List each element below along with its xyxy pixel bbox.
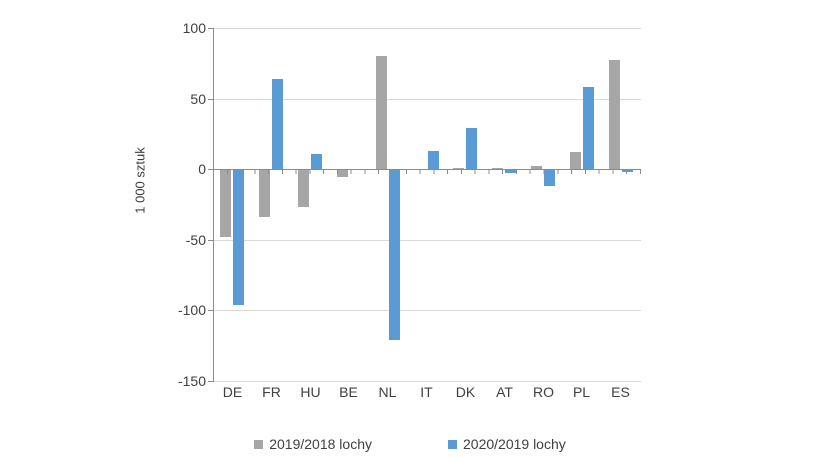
x-tick-label-ES: ES [611,384,630,400]
gridline--50 [213,240,641,241]
y-axis-tick--50 [208,240,213,241]
y-axis-tick-50 [208,99,213,100]
y-tick-label-0: 0 [198,161,206,177]
x-tick-label-DE: DE [222,384,243,400]
bar-RO-series2 [544,169,555,186]
y-axis-tick--150 [208,381,213,382]
x-axis-zero-line [213,169,641,170]
legend-label: 2019/2018 lochy [269,436,372,452]
bar-HU-series2 [311,154,322,170]
x-tick-label-IT: IT [420,384,433,400]
x-tick-label-RO: RO [533,384,554,400]
bar-NL-series1 [376,56,387,169]
y-axis-title: 1 000 sztuk [132,147,148,214]
y-axis-tick-100 [208,28,213,29]
bar-HU-series1 [298,169,309,207]
bar-IT-series2 [428,151,439,169]
x-tick-label-NL: NL [378,384,397,400]
y-tick-label--150: -150 [177,373,206,389]
y-axis-line [213,28,214,382]
x-tick-label-AT: AT [496,384,513,400]
x-tick-label-DK: DK [455,384,476,400]
gridline--100 [213,310,641,311]
bar-AT-series1 [492,168,503,169]
bar-DE-series2 [233,169,244,305]
gridline-50 [213,99,641,100]
y-tick-label--50: -50 [185,232,206,248]
y-tick-label--100: -100 [177,302,206,318]
x-tick-label-BE: BE [339,384,358,400]
legend-swatch-icon [254,439,264,449]
y-tick-label-100: 100 [182,20,206,36]
bar-PL-series2 [583,87,594,169]
chart-legend: 2019/2018 lochy 2020/2019 lochy [0,436,820,452]
bar-FR-series2 [272,79,283,169]
bar-DK-series2 [466,128,477,169]
bar-NL-series2 [389,169,400,340]
legend-swatch-icon [448,439,457,449]
y-tick-label-50: 50 [190,91,206,107]
bar-FR-series1 [259,169,270,217]
bar-DK-series1 [453,168,464,169]
y-axis-tick--100 [208,310,213,311]
bar-ES-series1 [609,60,620,169]
legend-label: 2020/2019 lochy [463,436,566,452]
x-axis-tick-marks [213,170,641,174]
x-tick-label-HU: HU [300,384,321,400]
bar-RO-series1 [531,166,542,169]
bar-DE-series1 [220,169,231,237]
gridline-100 [213,28,641,29]
y-axis-tick-0 [208,169,213,170]
x-tick-label-FR: FR [262,384,281,400]
x-tick-label-PL: PL [572,384,591,400]
bar-PL-series1 [570,152,581,169]
legend-item-1: 2019/2018 lochy [254,436,372,452]
gridline--150 [213,381,641,382]
legend-item-2: 2020/2019 lochy [448,436,566,452]
